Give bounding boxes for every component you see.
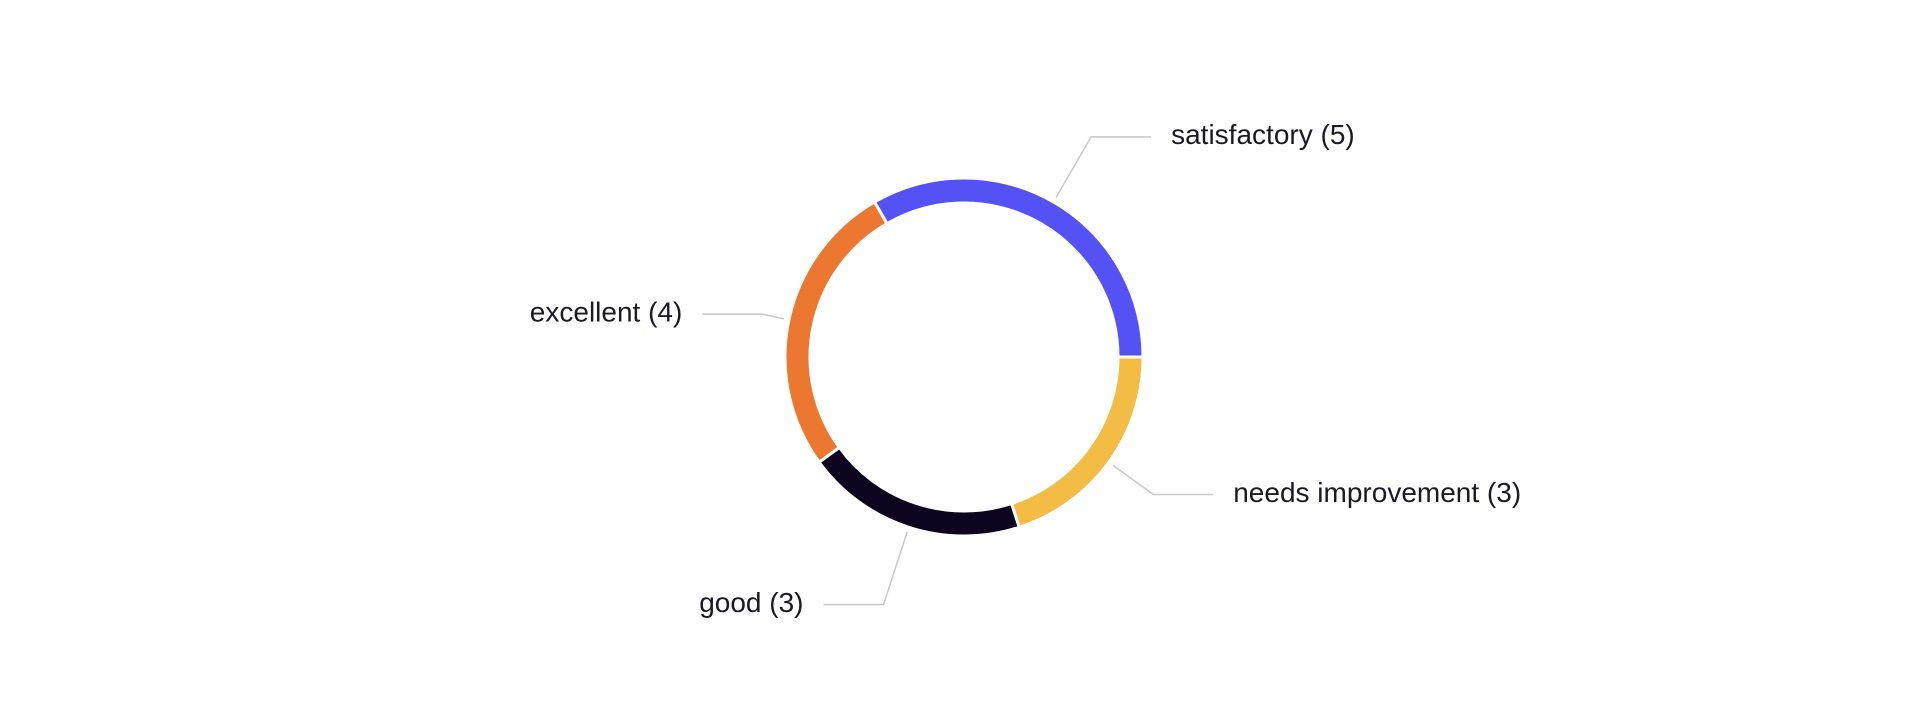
donut-segment xyxy=(817,445,1022,538)
leader-line xyxy=(702,313,785,320)
data-label: satisfactory (5) xyxy=(1171,119,1355,150)
leader-line xyxy=(823,531,908,606)
donut-segment xyxy=(783,199,890,465)
leader-line xyxy=(1055,136,1152,199)
leader-line xyxy=(1112,464,1214,496)
data-label: good (3) xyxy=(699,587,803,618)
donut-segment xyxy=(872,176,1145,359)
donut-segment xyxy=(1009,355,1145,530)
data-label: excellent (4) xyxy=(530,297,683,328)
data-label: needs improvement (3) xyxy=(1233,477,1521,508)
